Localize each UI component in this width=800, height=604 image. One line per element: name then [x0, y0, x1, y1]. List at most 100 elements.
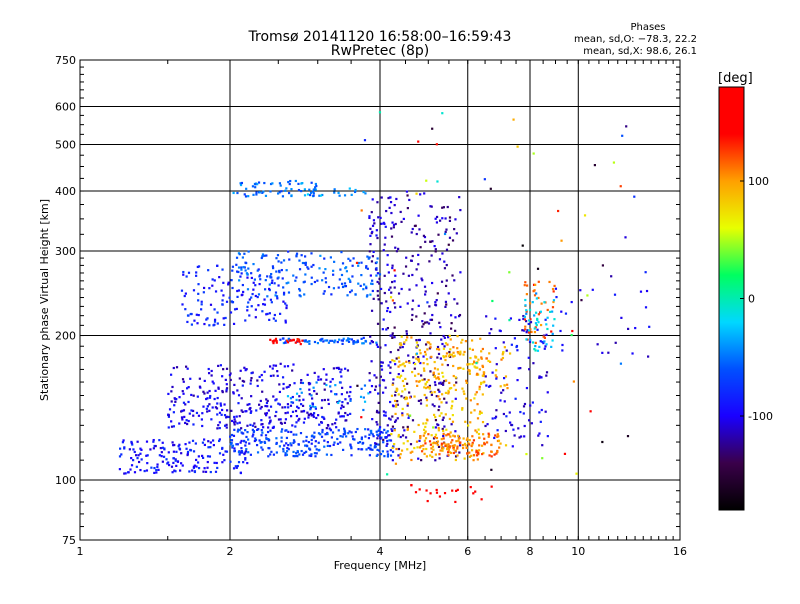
data-point: [208, 403, 211, 406]
data-point: [254, 437, 257, 440]
data-point: [390, 235, 394, 238]
x-axis-label: Frequency [MHz]: [334, 559, 426, 572]
data-point: [130, 441, 133, 445]
data-point: [308, 383, 311, 386]
data-point: [301, 339, 304, 342]
data-point: [452, 351, 455, 354]
data-point: [454, 397, 457, 400]
data-point: [307, 381, 311, 385]
data-point: [527, 331, 531, 334]
data-point: [268, 312, 271, 315]
data-point: [325, 427, 328, 430]
data-point: [260, 429, 263, 432]
data-point: [432, 448, 435, 451]
data-point: [442, 334, 445, 338]
data-point: [228, 296, 231, 299]
data-point: [388, 288, 391, 291]
data-point: [343, 427, 346, 430]
data-point: [206, 460, 209, 464]
data-point: [238, 453, 241, 456]
data-point: [257, 428, 260, 431]
data-point: [263, 441, 267, 444]
data-point: [441, 342, 444, 346]
data-point: [321, 431, 324, 434]
data-point: [424, 353, 427, 356]
data-point: [537, 296, 540, 300]
data-point: [529, 338, 532, 342]
data-point: [285, 453, 289, 456]
data-point: [412, 361, 416, 365]
data-point: [135, 465, 138, 468]
data-point: [175, 397, 178, 401]
data-point: [620, 316, 623, 319]
data-point: [483, 178, 486, 181]
data-point: [509, 317, 513, 320]
data-point: [376, 280, 379, 284]
data-point: [292, 338, 295, 342]
data-point: [212, 382, 215, 385]
data-point: [238, 429, 241, 432]
data-point: [182, 392, 185, 395]
data-point: [462, 353, 465, 356]
data-point: [298, 340, 301, 343]
data-point: [253, 439, 256, 443]
data-point: [118, 455, 122, 458]
data-point: [457, 367, 460, 370]
data-point: [383, 428, 386, 431]
data-point: [493, 453, 496, 456]
data-point: [336, 340, 339, 344]
data-point: [401, 412, 404, 415]
data-point: [528, 302, 532, 305]
data-point: [216, 413, 219, 416]
data-point: [241, 283, 244, 287]
data-point: [384, 344, 387, 347]
data-point: [235, 307, 238, 311]
data-point: [469, 485, 472, 489]
data-point: [525, 331, 528, 334]
data-point: [307, 440, 310, 444]
data-point: [135, 454, 138, 457]
data-point: [452, 434, 455, 437]
data-point: [436, 368, 439, 371]
data-point: [304, 339, 307, 342]
colorbar-tick-label: 0: [748, 293, 755, 306]
data-point: [280, 422, 283, 425]
data-point: [323, 388, 326, 391]
data-point: [523, 402, 527, 406]
data-point: [272, 341, 275, 345]
data-point: [501, 353, 504, 356]
data-point: [270, 281, 273, 285]
data-point: [391, 266, 394, 270]
data-point: [474, 393, 477, 396]
data-point: [490, 485, 493, 488]
data-point: [329, 429, 333, 432]
data-point: [459, 208, 462, 212]
data-point: [284, 418, 288, 421]
data-point: [180, 452, 183, 455]
data-point: [461, 407, 464, 410]
data-point: [531, 341, 535, 344]
data-point: [505, 349, 508, 352]
data-point: [248, 314, 251, 317]
data-point: [586, 294, 589, 297]
data-point: [534, 341, 537, 344]
data-point: [271, 265, 275, 268]
data-point: [478, 412, 481, 416]
data-point: [423, 285, 427, 288]
data-point: [389, 361, 392, 364]
data-point: [523, 435, 526, 438]
data-point: [237, 289, 241, 292]
data-point: [156, 463, 159, 466]
data-point: [442, 432, 445, 435]
data-point: [235, 256, 239, 259]
data-point: [454, 500, 457, 504]
data-point: [237, 428, 240, 431]
data-point: [345, 435, 348, 438]
data-point: [298, 259, 301, 262]
data-point: [206, 405, 209, 408]
data-point: [242, 439, 246, 443]
data-point: [544, 318, 547, 321]
x-tick-labels: 1 2 4 6 8 10 16: [77, 545, 688, 558]
data-point: [411, 450, 414, 453]
data-point: [233, 383, 236, 387]
